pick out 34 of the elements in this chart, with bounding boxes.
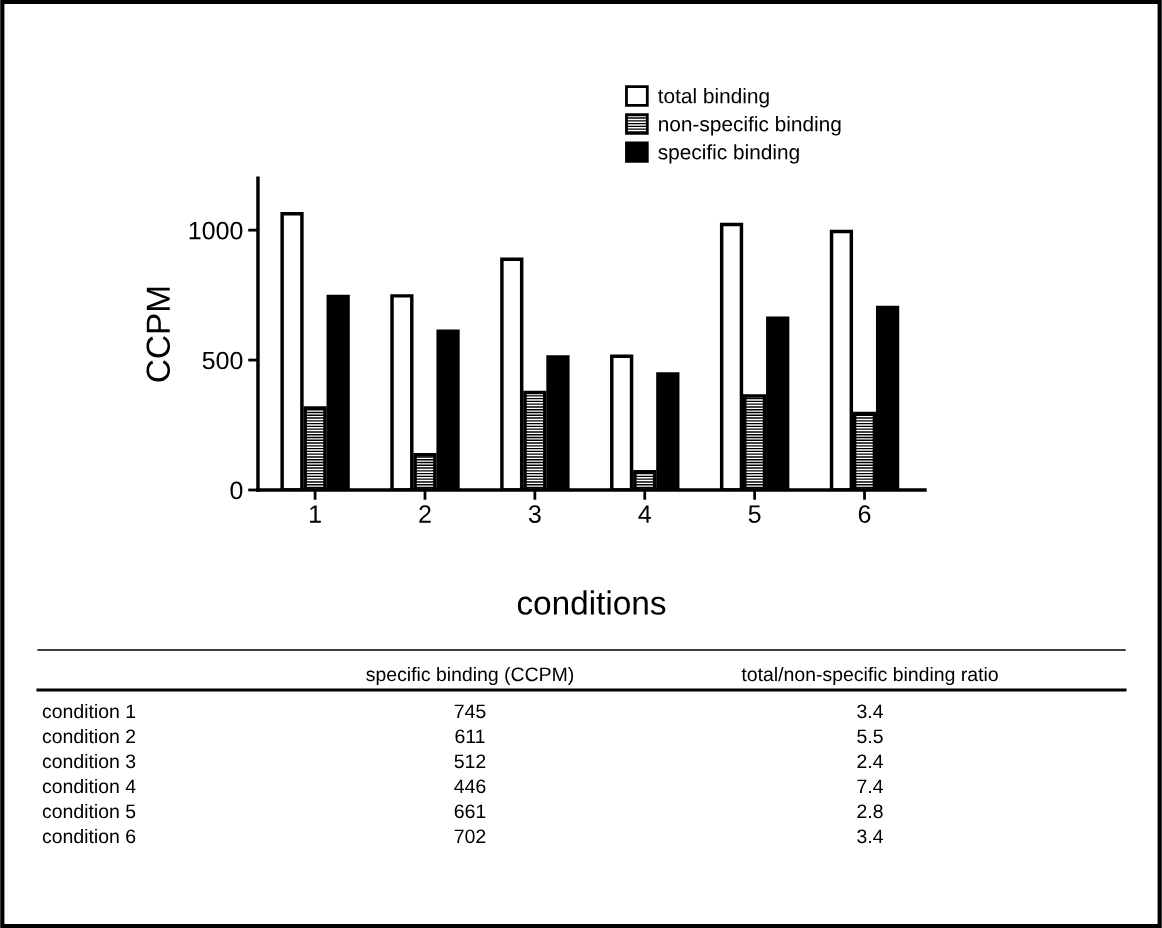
text: 512 bbox=[454, 754, 486, 769]
text: 2.4 bbox=[857, 754, 883, 769]
text: condition 3 bbox=[42, 753, 136, 769]
text: condition 5 bbox=[42, 803, 136, 819]
text: 446 bbox=[454, 779, 486, 794]
text: 745 bbox=[454, 704, 486, 719]
x-tick-label: 4 bbox=[638, 505, 651, 523]
legend-label: total binding bbox=[658, 88, 769, 108]
text: total/non-specific binding ratio bbox=[741, 666, 998, 686]
text: 3.4 bbox=[857, 704, 883, 719]
x-tick-label: 2 bbox=[419, 505, 431, 523]
y-tick-label: 500 bbox=[202, 351, 243, 370]
text: 702 bbox=[454, 829, 486, 844]
text: 661 bbox=[454, 804, 486, 819]
legend-label: specific binding bbox=[658, 144, 799, 164]
legend-label: non-specific binding bbox=[659, 116, 841, 136]
x-axis-title: conditions bbox=[517, 590, 666, 615]
text: 2.8 bbox=[857, 804, 883, 819]
text: 611 bbox=[455, 729, 485, 744]
text: 7.4 bbox=[857, 779, 883, 794]
text: specific binding (CCPM) bbox=[366, 666, 574, 686]
y-tick-label: 1000 bbox=[189, 221, 243, 240]
y-axis-title: CCPM bbox=[146, 287, 171, 382]
text: 5.5 bbox=[857, 729, 883, 744]
text: 3.4 bbox=[857, 829, 883, 844]
text: condition 4 bbox=[42, 778, 136, 794]
x-tick-label: 3 bbox=[528, 505, 541, 523]
text: condition 2 bbox=[42, 728, 136, 744]
x-tick-label: 6 bbox=[858, 505, 871, 523]
y-tick-label: 0 bbox=[230, 481, 243, 500]
text: condition 1 bbox=[42, 703, 136, 719]
text: condition 6 bbox=[42, 828, 136, 844]
x-tick-label: 1 bbox=[310, 505, 321, 523]
x-tick-label: 5 bbox=[748, 505, 761, 523]
